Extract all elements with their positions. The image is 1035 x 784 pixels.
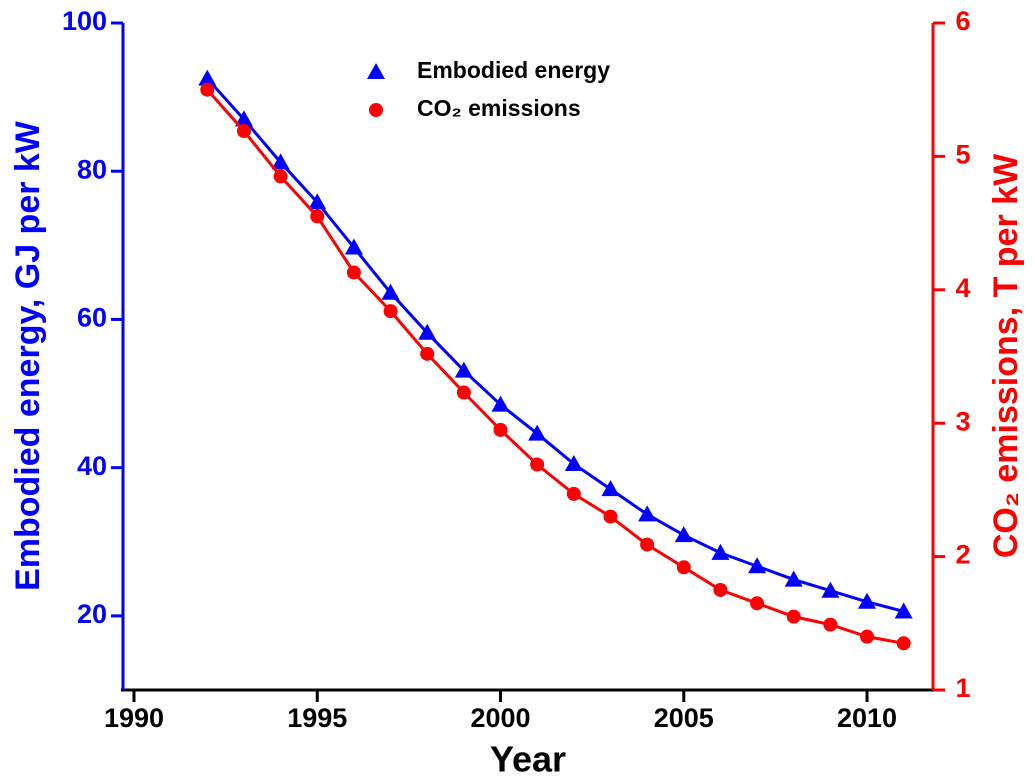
- y2-tick-label: 3: [955, 406, 970, 436]
- triangle-marker: [198, 69, 217, 86]
- triangle-marker: [711, 543, 730, 560]
- triangle-marker: [748, 557, 767, 574]
- triangle-marker: [271, 153, 290, 170]
- circle-marker: [493, 422, 508, 437]
- circle-marker: [236, 124, 251, 139]
- triangle-marker: [418, 323, 437, 340]
- circle-marker: [676, 560, 691, 575]
- triangle-marker: [674, 526, 693, 543]
- y-tick-label: 100: [62, 6, 107, 36]
- circle-marker: [310, 209, 325, 224]
- triangle-marker: [564, 454, 583, 471]
- circle-marker: [456, 385, 471, 400]
- triangle-marker: [894, 602, 913, 619]
- triangle-marker: [784, 570, 803, 587]
- circle-marker: [786, 609, 801, 624]
- y-tick-label: 20: [77, 599, 107, 629]
- triangle-marker: [638, 505, 657, 522]
- y2-tick-label: 2: [955, 540, 970, 570]
- circle-marker: [273, 169, 288, 184]
- triangle-marker: [528, 424, 547, 441]
- x-tick-label: 1995: [287, 703, 347, 733]
- y2-tick-label: 6: [955, 6, 970, 36]
- y-tick-label: 40: [77, 451, 107, 481]
- y2-axis-label: CO₂ emissions, T per kW: [987, 153, 1025, 558]
- circle-marker: [566, 486, 581, 501]
- circle-marker: [420, 346, 435, 361]
- x-tick-label: 2000: [470, 703, 530, 733]
- y2-tick-label: 4: [955, 273, 970, 303]
- y-tick-label: 60: [77, 303, 107, 333]
- triangle-marker: [454, 361, 473, 378]
- x-tick-label: 2005: [654, 703, 714, 733]
- triangle-marker: [858, 592, 877, 609]
- circle-marker: [603, 509, 618, 524]
- y-tick-label: 80: [77, 154, 107, 184]
- legend-label: CO₂ emissions: [417, 95, 581, 121]
- triangle-marker: [601, 480, 620, 497]
- y2-tick-label: 5: [955, 140, 970, 170]
- series-line: [206, 77, 905, 613]
- circle-marker: [346, 265, 361, 280]
- triangle-marker: [234, 110, 253, 127]
- circle-marker: [713, 582, 728, 597]
- triangle-marker: [491, 395, 510, 412]
- circle-marker: [860, 629, 875, 644]
- triangle-marker: [344, 238, 363, 255]
- triangle-marker: [381, 283, 400, 300]
- circle-marker: [896, 636, 911, 651]
- circle-marker: [530, 457, 545, 472]
- x-tick-label: 2010: [837, 703, 897, 733]
- circle-marker: [200, 82, 215, 97]
- triangle-marker: [821, 581, 840, 598]
- y-axis-label: Embodied energy, GJ per kW: [9, 120, 47, 591]
- x-tick-label: 1990: [104, 703, 164, 733]
- triangle-marker: [308, 193, 327, 210]
- circle-marker: [640, 537, 655, 552]
- x-axis-label: Year: [490, 739, 566, 780]
- circle-marker: [823, 617, 838, 632]
- series-line: [206, 88, 904, 645]
- circle-marker: [750, 596, 765, 611]
- y2-tick-label: 1: [955, 673, 970, 703]
- legend-label: Embodied energy: [417, 57, 610, 83]
- legend-marker: [369, 103, 383, 117]
- circle-marker: [383, 304, 398, 319]
- legend-marker: [367, 63, 385, 79]
